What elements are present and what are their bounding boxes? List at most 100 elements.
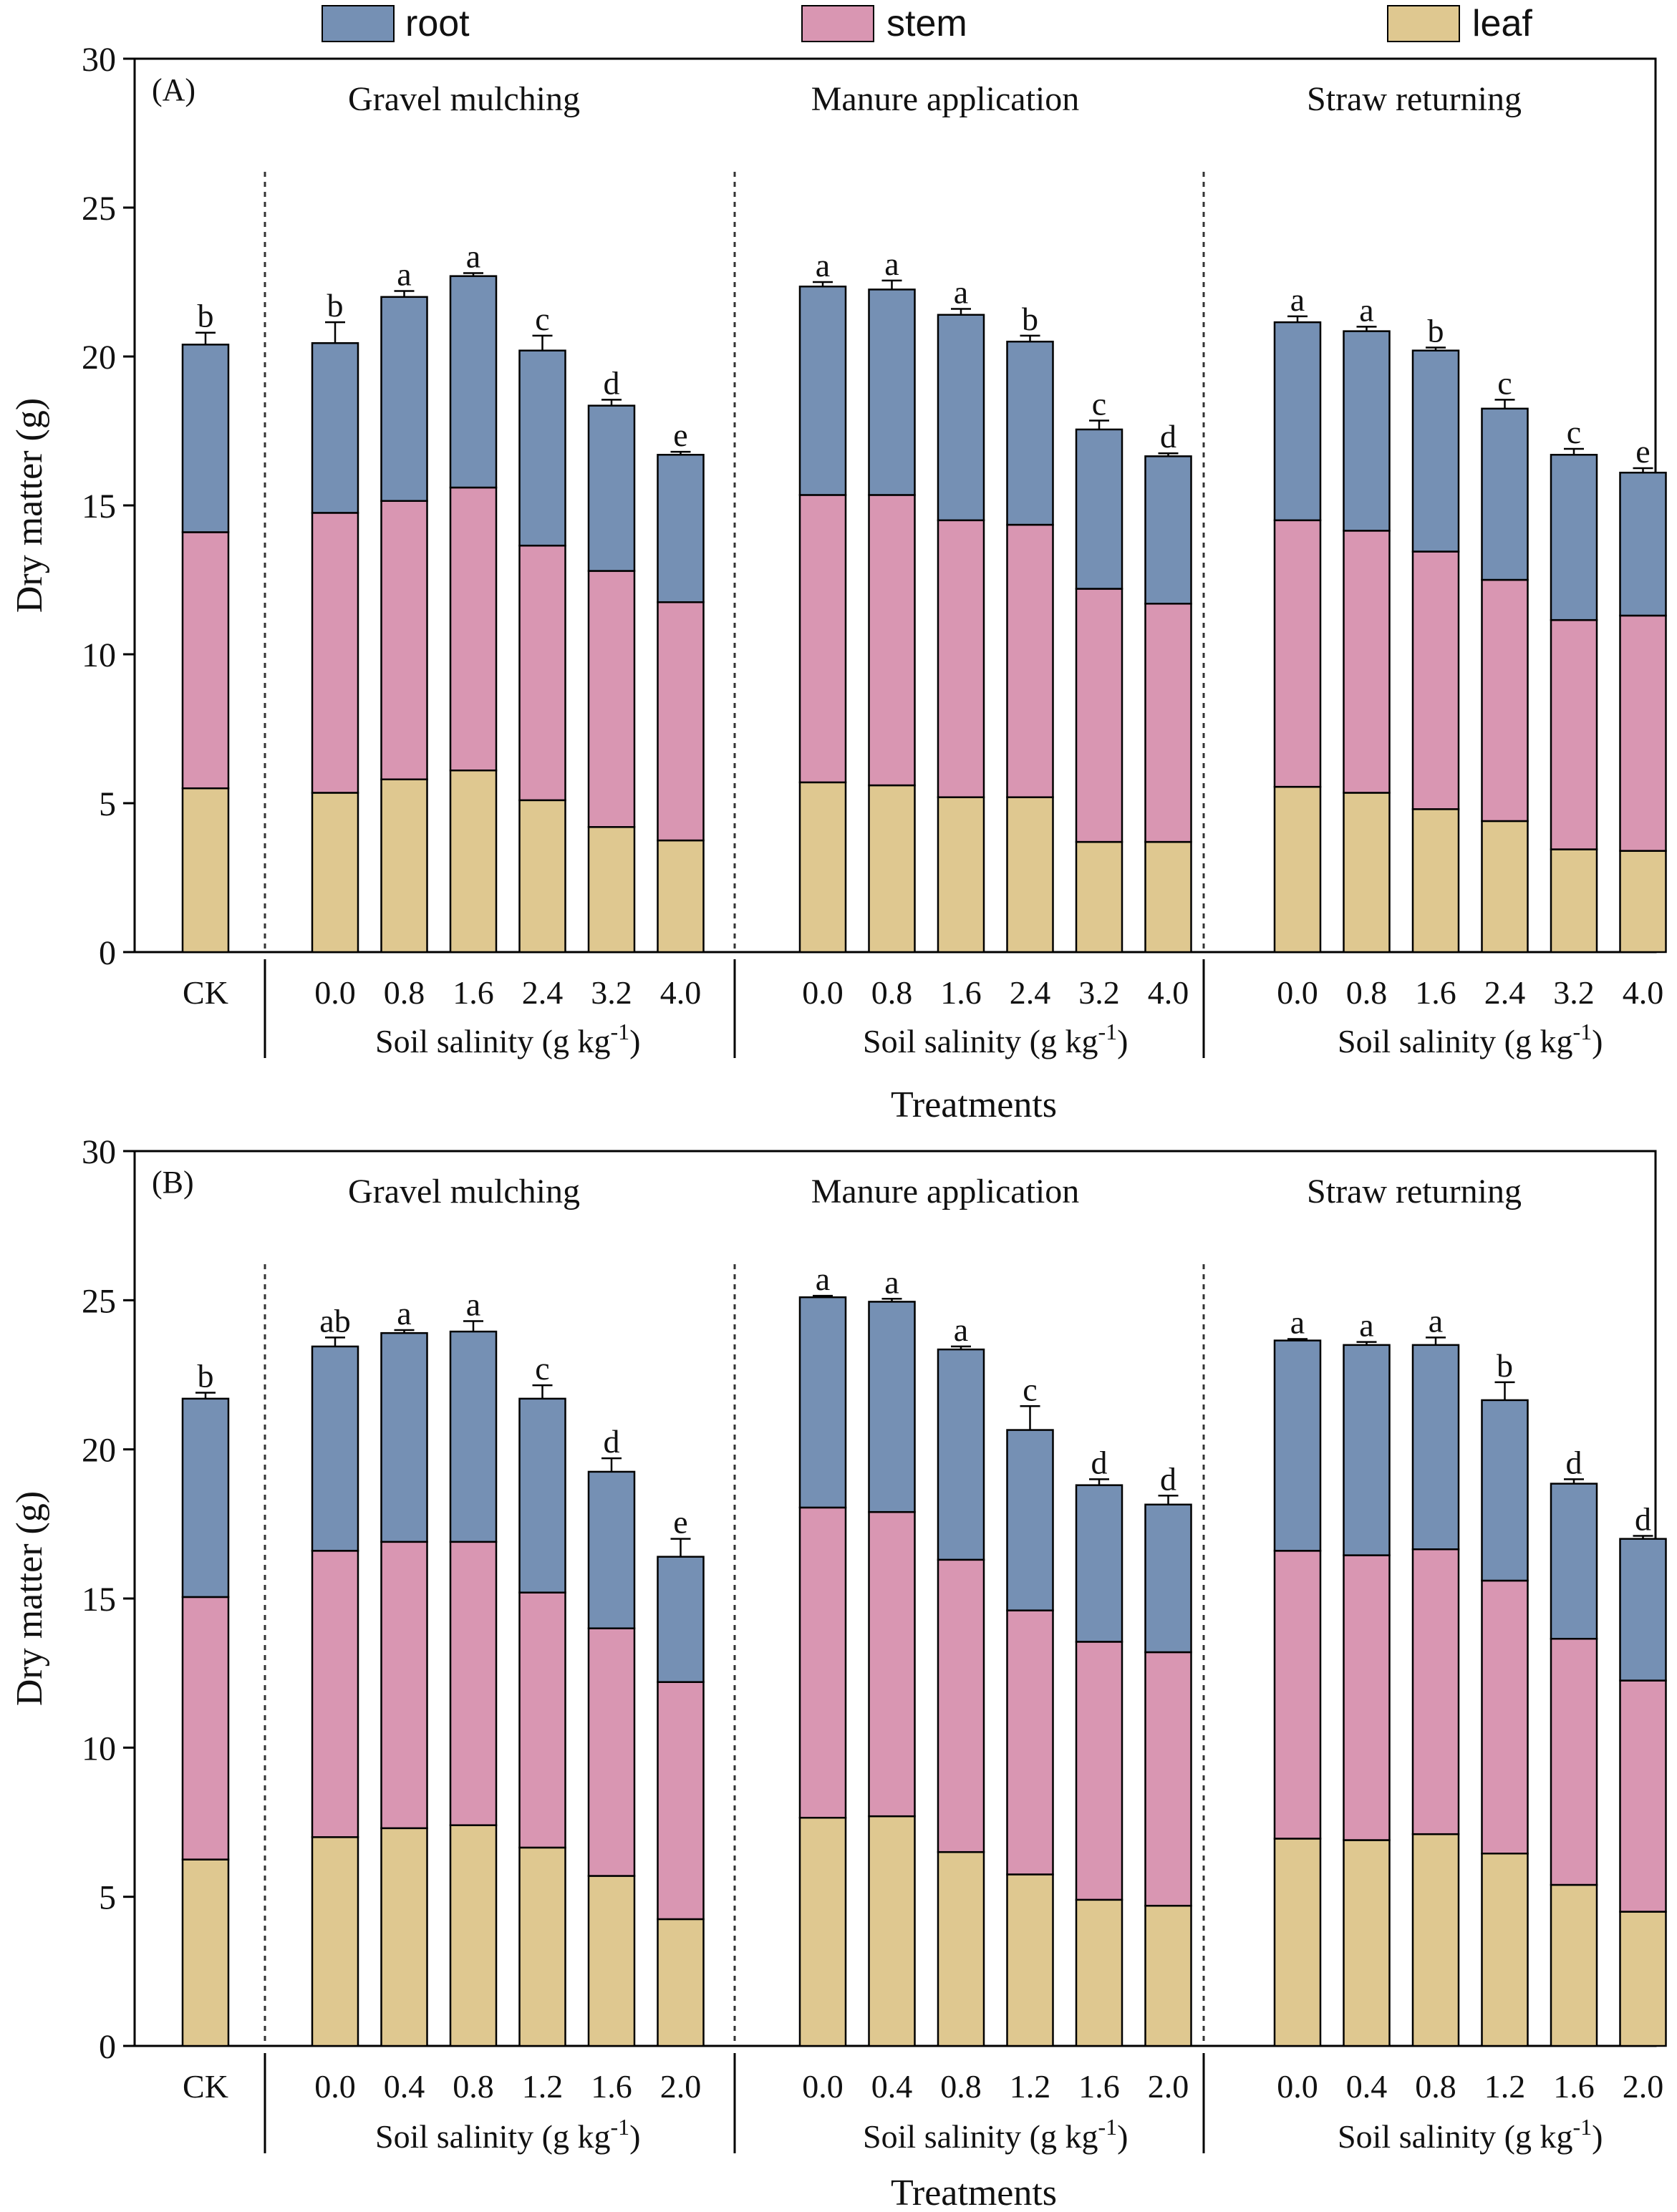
bar-stem [449, 486, 498, 772]
x-subtitle: Soil salinity (g kg-1) [863, 1019, 1128, 1059]
bar-leaf [1411, 808, 1460, 954]
bar-stem [1481, 1579, 1529, 1855]
y-tick-label: 0 [99, 934, 116, 972]
group-title: Straw returning [1307, 80, 1522, 118]
bar-root [587, 404, 636, 572]
category-label: 0.4 [384, 2068, 425, 2105]
y-tick-label: 30 [82, 41, 116, 79]
bar-leaf [1006, 796, 1054, 954]
bar-leaf [181, 1858, 230, 2047]
x-axis-label: Treatments [891, 1085, 1057, 1125]
legend-label-root: root [405, 3, 470, 44]
category-label: 1.2 [1010, 2068, 1051, 2105]
category-label: 0.8 [940, 2068, 982, 2105]
significance-letter-root: b [198, 298, 214, 334]
category-label: 0.8 [871, 974, 913, 1011]
bar-stem [1550, 1638, 1598, 1886]
bar-stem [1144, 1651, 1192, 1907]
y-tick-label: 20 [82, 339, 116, 377]
significance-letter-root: e [673, 417, 687, 453]
bar-root [937, 1348, 985, 1561]
bar-leaf [1273, 785, 1322, 954]
bar-leaf [449, 769, 498, 954]
bar-leaf [181, 787, 230, 954]
significance-letter-root: a [1359, 1307, 1373, 1344]
bar-stem [1006, 523, 1054, 798]
bar-root [311, 342, 359, 514]
category-label: 3.2 [1078, 974, 1120, 1011]
significance-letter-root: a [816, 247, 830, 283]
bar-leaf [1411, 1833, 1460, 2047]
bar-root [937, 314, 985, 522]
bar-root [798, 1296, 847, 1509]
bar-leaf [587, 826, 636, 954]
bar-leaf [1481, 820, 1529, 954]
significance-letter-root: a [954, 1311, 968, 1348]
bar-leaf [1273, 1838, 1322, 2047]
bar-root [1075, 428, 1123, 590]
bar-leaf [937, 1850, 985, 2047]
significance-letter-root: a [1429, 1302, 1443, 1339]
bar-stem [657, 1681, 705, 1921]
significance-letter-root: d [604, 364, 620, 401]
bar-root [449, 275, 498, 489]
significance-letter-root: b [327, 287, 344, 324]
group-straw-returning: Straw returningbaa0.0aaba0.4abaa0.8cbb1.… [1273, 1173, 1667, 2155]
group-gravel-mulching: Gravel mulchingbbab0.0abaa0.4aaa0.8bbc1.… [311, 1173, 705, 2155]
significance-letter-root: d [1635, 1501, 1651, 1538]
bar-leaf [657, 839, 705, 954]
bar-root [181, 344, 230, 533]
y-axis-label: Dry matter (g) [9, 1491, 50, 1706]
x-subtitle: Soil salinity (g kg-1) [375, 1019, 640, 1059]
y-tick-label: 15 [82, 1581, 116, 1619]
y-tick-label: 15 [82, 487, 116, 525]
bar-stem [1343, 1554, 1391, 1841]
group-ck: bbcbCK [181, 298, 230, 1011]
bar-leaf [449, 1824, 498, 2047]
legend-label-leaf: leaf [1472, 3, 1532, 44]
bar-root [1343, 1344, 1391, 1556]
y-tick-label: 25 [82, 1282, 116, 1320]
significance-letter-root: c [1092, 385, 1106, 422]
category-label: 0.4 [871, 2068, 913, 2105]
category-label: 1.6 [453, 974, 494, 1011]
y-axis-label: Dry matter (g) [9, 398, 50, 613]
bar-stem [518, 1591, 566, 1849]
category-label: 0.0 [1277, 2068, 1318, 2105]
category-label: 1.6 [1078, 2068, 1120, 2105]
significance-letter-root: a [816, 1261, 830, 1297]
x-axis-label: Treatments [891, 2173, 1057, 2212]
y-tick-label: 10 [82, 1730, 116, 1767]
category-label: 0.8 [1415, 2068, 1456, 2105]
category-label: 2.0 [1623, 2068, 1664, 2105]
category-label: 2.0 [1148, 2068, 1189, 2105]
category-label: 1.6 [940, 974, 982, 1011]
bar-root [1619, 471, 1667, 617]
legend-label-stem: stem [886, 3, 967, 44]
bar-leaf [1619, 850, 1667, 954]
category-label: 0.0 [802, 974, 844, 1011]
bar-leaf [587, 1875, 636, 2047]
bar-root [1273, 1339, 1322, 1552]
bar-leaf [311, 792, 359, 954]
legend-swatch-leaf [1387, 5, 1460, 42]
category-label: 0.0 [314, 974, 356, 1011]
bar-stem [181, 1596, 230, 1861]
bar-leaf [1481, 1853, 1529, 2047]
bar-leaf [1550, 848, 1598, 954]
bar-stem [798, 1506, 847, 1819]
significance-letter-root: a [397, 1295, 411, 1331]
group-straw-returning: Straw returningaaa0.0aaa0.8bbb1.6ccc2.4e… [1273, 80, 1667, 1059]
category-label: 1.2 [1484, 2068, 1526, 2105]
bar-leaf [1343, 1839, 1391, 2047]
category-label: 2.4 [1484, 974, 1526, 1011]
category-label: 0.8 [453, 2068, 494, 2105]
category-label: 0.8 [384, 974, 425, 1011]
significance-letter-root: e [1635, 433, 1650, 470]
significance-letter-root: c [535, 301, 549, 337]
bar-root [380, 296, 428, 503]
category-label: 0.0 [314, 2068, 356, 2105]
x-subtitle: Soil salinity (g kg-1) [863, 2114, 1128, 2155]
legend-swatch-stem [801, 5, 874, 42]
category-label: 0.4 [1346, 2068, 1388, 2105]
